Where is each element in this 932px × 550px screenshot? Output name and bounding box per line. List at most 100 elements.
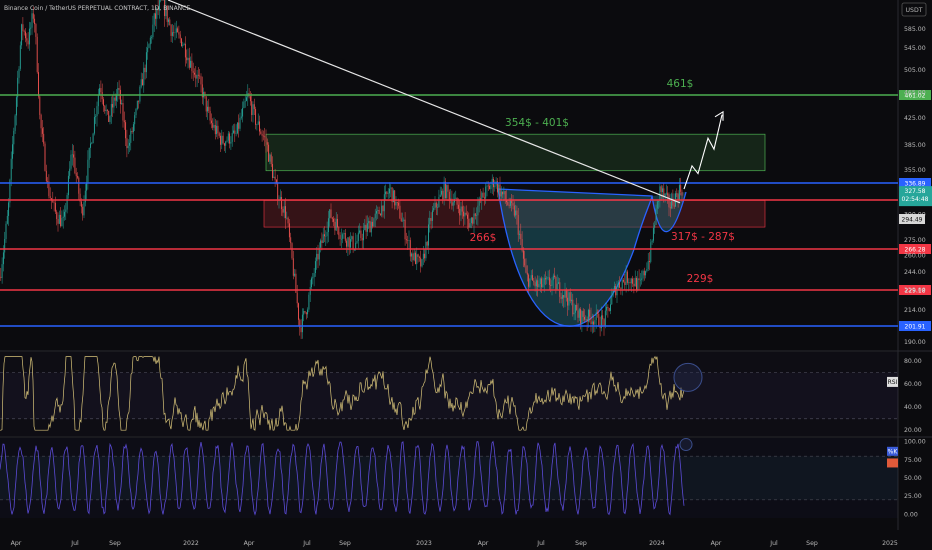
candle-body [533, 280, 535, 283]
candle-body [429, 218, 431, 225]
candle-body [244, 100, 246, 102]
candle-body [49, 196, 51, 199]
candle-body [357, 232, 359, 242]
candle-body [230, 141, 232, 144]
price-tick-label: 355.00 [904, 167, 926, 174]
candle-body [461, 206, 463, 212]
price-tick-label: 229.00 [904, 287, 926, 294]
candle-body [123, 120, 125, 123]
candle-body [231, 132, 233, 142]
candle-body [112, 104, 114, 108]
candle-body [529, 278, 531, 287]
candle-body [288, 223, 290, 238]
candle-body [594, 320, 596, 325]
candle-body [361, 238, 363, 241]
candle-body [647, 260, 649, 269]
candle-body [509, 199, 511, 206]
candle-body [251, 101, 253, 116]
candle-body [142, 79, 143, 86]
candle-body [377, 209, 379, 212]
candle-body [0, 276, 2, 278]
candle-body [295, 273, 297, 293]
candle-body [83, 202, 85, 216]
candle-body [589, 309, 591, 317]
time-axis: Apr Jul Sep 2022 Apr Jul Sep 2023 Apr Jul Sep 2024 A… [11, 540, 898, 547]
candle-body [654, 224, 656, 228]
rsi-label: RSI [888, 379, 898, 386]
candle-body [494, 185, 496, 188]
candle-body [645, 271, 647, 276]
candle-body [473, 213, 475, 224]
candle-body [277, 182, 279, 201]
level-price-label: 336.89 [905, 180, 926, 187]
candle-body [578, 309, 580, 318]
candle-body [368, 220, 370, 224]
candle-body [191, 60, 193, 72]
candle-body [681, 191, 683, 196]
candle-body [587, 309, 589, 322]
candle-body [478, 198, 480, 206]
candle-body [207, 106, 208, 112]
candle-body [590, 316, 592, 325]
candle-body [229, 133, 231, 144]
rsi-label-tag [887, 376, 898, 387]
candle-body [234, 130, 236, 134]
candle-body [88, 147, 90, 160]
candle-body [577, 310, 579, 318]
candle-body [346, 240, 348, 247]
candle-body [139, 86, 141, 102]
candle-body [8, 202, 10, 216]
candle-body [301, 314, 303, 333]
stoch-tick-label: 75.00 [904, 457, 922, 464]
candle-body [66, 195, 68, 210]
candle-body [372, 221, 374, 227]
candle-body [400, 218, 402, 222]
candle-body [268, 144, 270, 162]
candle-body [1, 264, 3, 278]
candle-body [366, 223, 368, 232]
candle-body [658, 200, 660, 202]
candle-body [100, 88, 102, 93]
candle-body [619, 282, 621, 288]
candle-body [420, 257, 422, 267]
candle-body [308, 294, 310, 310]
price-tick-label: 244.00 [904, 269, 926, 276]
candle-body [511, 199, 513, 204]
candle-body [391, 187, 393, 203]
candle-body [610, 304, 611, 311]
candle-body [477, 205, 479, 216]
candle-body [408, 240, 410, 241]
candle-body [260, 131, 262, 134]
candle-body [390, 187, 392, 189]
candle-body [441, 190, 442, 195]
candle-body [569, 292, 571, 302]
currency-badge[interactable]: USDT [901, 2, 927, 17]
candle-body [39, 96, 41, 115]
candle-body [411, 253, 413, 257]
candle-body [664, 193, 666, 196]
candle-body [304, 310, 306, 313]
candle-body [526, 272, 528, 275]
level-price-tag [899, 321, 931, 331]
candle-body [118, 87, 120, 90]
candle-body [520, 233, 522, 240]
candle-body [636, 277, 637, 290]
candle-body [447, 185, 449, 192]
candle-body [44, 143, 46, 171]
candle-body [451, 198, 453, 206]
candle-body [158, 0, 160, 11]
candle-body [26, 38, 28, 41]
candle-body [168, 19, 169, 22]
candle-body [621, 280, 623, 289]
candle-body [256, 124, 258, 125]
candle-body [255, 109, 257, 125]
candle-body [21, 24, 23, 46]
candle-body [339, 235, 341, 239]
candle-body [444, 181, 446, 199]
candle-body [365, 224, 367, 232]
candle-body [161, 0, 163, 1]
candle-body [641, 278, 643, 280]
candle-body [412, 253, 414, 261]
candle-body [186, 57, 188, 61]
